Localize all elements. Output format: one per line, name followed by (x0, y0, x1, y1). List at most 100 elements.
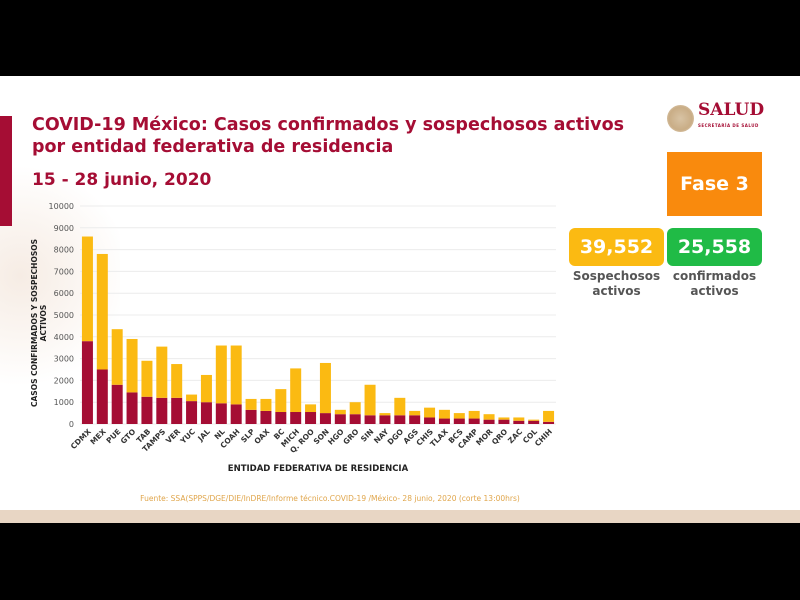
y-tick-label: 6000 (54, 289, 74, 298)
bar-suspected (543, 410, 555, 422)
bar-confirmed (215, 403, 227, 424)
y-tick-label: 5000 (54, 311, 74, 320)
page-title: COVID-19 México: Casos confirmados y sos… (32, 114, 624, 158)
salud-logo: SALUD SECRETARÍA DE SALUD (667, 102, 764, 134)
x-tick-label: PUE (104, 427, 122, 445)
date-range: 15 - 28 junio, 2020 (32, 170, 212, 190)
logo-text: SALUD SECRETARÍA DE SALUD (698, 102, 764, 134)
bar-suspected (364, 384, 376, 416)
bar-confirmed (334, 414, 346, 424)
bar-confirmed (528, 420, 540, 424)
x-tick-label: VER (164, 427, 182, 445)
bar-suspected (215, 345, 227, 404)
y-tick-label: 8000 (54, 246, 74, 255)
y-tick-label: 4000 (54, 333, 74, 342)
y-tick-label: 1000 (54, 398, 74, 407)
bar-confirmed (483, 419, 495, 424)
slide: COVID-19 México: Casos confirmados y sos… (0, 76, 800, 523)
x-tick-label: QRO (490, 427, 509, 446)
bar-suspected (230, 345, 242, 405)
bar-confirmed (364, 415, 376, 424)
x-tick-label: OAX (252, 427, 271, 446)
bar-suspected (319, 362, 331, 414)
y-axis-label-line1: CASOS CONFIRMADOS Y SOSPECHOSOS (30, 239, 39, 407)
bar-suspected (275, 389, 287, 413)
bar-suspected (453, 413, 465, 419)
x-tick-label: YUC (178, 427, 197, 446)
bar-suspected (394, 397, 406, 416)
phase-badge: Fase 3 (667, 152, 762, 216)
title-line-2: por entidad federativa de residencia (32, 137, 394, 157)
x-tick-label: GTO (119, 427, 138, 446)
x-axis-label: ENTIDAD FEDERATIVA DE RESIDENCIA (228, 464, 409, 474)
y-tick-label: 9000 (54, 224, 74, 233)
bar-confirmed (394, 415, 406, 424)
bar-suspected (171, 364, 183, 398)
bar-confirmed (349, 414, 361, 424)
x-tick-label: HGO (326, 427, 346, 447)
y-tick-label: 3000 (54, 355, 74, 364)
bar-confirmed (453, 418, 465, 424)
bar-suspected (513, 417, 525, 421)
bar-suspected (305, 404, 317, 413)
logo-subtitle: SECRETARÍA DE SALUD (698, 123, 759, 128)
y-tick-label: 10000 (49, 202, 74, 211)
bar-suspected (156, 346, 168, 398)
x-tick-label: JAL (195, 427, 212, 444)
bar-suspected (126, 338, 138, 393)
x-tick-label: MEX (88, 427, 108, 447)
title-line-1: COVID-19 México: Casos confirmados y sos… (32, 115, 625, 135)
bar-suspected (424, 407, 436, 418)
bar-suspected (468, 410, 480, 419)
bar-confirmed (409, 415, 421, 424)
accent-bar (0, 116, 12, 226)
y-tick-label: 0 (69, 420, 74, 429)
suspected-label-line2: activos (592, 284, 641, 298)
y-tick-label: 2000 (54, 376, 74, 385)
suspected-count: 39,552 (569, 228, 664, 266)
y-tick-label: 7000 (54, 267, 74, 276)
bar-suspected (483, 414, 495, 420)
bar-confirmed (81, 341, 93, 424)
bar-confirmed (498, 419, 510, 424)
bar-confirmed (186, 401, 198, 424)
bar-confirmed (230, 404, 242, 424)
bar-confirmed (305, 412, 317, 424)
bar-suspected (438, 409, 450, 419)
x-tick-label: CHIH (533, 427, 554, 448)
confirmed-label-line2: activos (690, 284, 739, 298)
bar-confirmed (96, 369, 108, 424)
bar-suspected (96, 253, 108, 370)
y-axis-label-line2: ACTIVOS (39, 305, 48, 342)
bar-confirmed (468, 418, 480, 424)
seal-icon (667, 104, 694, 132)
bar-confirmed (438, 418, 450, 424)
suspected-label-line1: Sospechosos (572, 269, 661, 283)
bar-suspected (245, 398, 257, 410)
bar-confirmed (290, 412, 302, 424)
bar-suspected (528, 419, 540, 421)
bar-suspected (260, 398, 272, 411)
bar-confirmed (141, 396, 153, 424)
bar-suspected (141, 360, 153, 397)
confirmed-label-line1: confirmados (672, 269, 757, 283)
bar-confirmed (111, 384, 123, 424)
suspected-label: Sospechosos activos (564, 269, 669, 299)
bottom-strip (0, 510, 800, 523)
bar-confirmed (319, 413, 331, 424)
bar-suspected (81, 236, 93, 342)
bar-confirmed (275, 412, 287, 424)
source-note: Fuente: SSA(SPPS/DGE/DIE/InDRE/Informe t… (140, 494, 520, 503)
bar-confirmed (513, 420, 525, 424)
bar-confirmed (245, 409, 257, 424)
bar-suspected (498, 417, 510, 420)
bar-confirmed (171, 397, 183, 424)
bar-suspected (409, 410, 421, 416)
bar-confirmed (543, 421, 555, 424)
stacked-bar-chart: 0 1000 2000 3000 4000 5000 6000 7000 8000 9000 100… (30, 202, 556, 474)
confirmed-label: confirmados activos (662, 269, 767, 299)
bar-suspected (111, 329, 123, 385)
bar-suspected (349, 402, 361, 415)
bar-confirmed (200, 402, 212, 424)
x-tick-label: ZAC (506, 427, 525, 446)
